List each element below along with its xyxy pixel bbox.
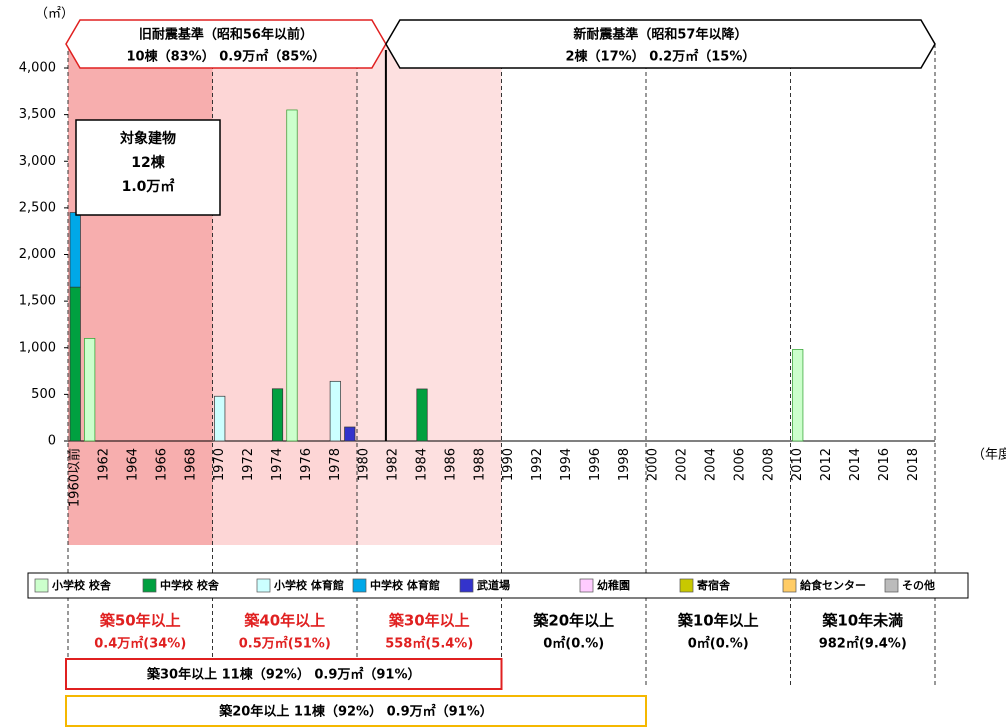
x-tick-label: 1984 — [415, 448, 430, 481]
x-tick-label: 2002 — [675, 448, 690, 481]
bar — [329, 380, 341, 442]
x-tick-label: 2012 — [819, 448, 834, 481]
legend — [27, 572, 969, 599]
x-tick-label: 2018 — [906, 448, 921, 481]
legend-swatch — [884, 578, 899, 593]
x-tick-label: 1962 — [97, 448, 112, 481]
x-tick-label: 1980 — [357, 448, 372, 481]
x-tick-label: 2006 — [732, 448, 747, 481]
summary-text: 築20年以上 11棟（92%） 0.9万㎡（91%） — [218, 704, 493, 720]
y-tick-label: 1,500 — [19, 294, 56, 309]
x-tick-label: 1968 — [183, 448, 198, 481]
age-detail: 0.4万㎡(34%) — [94, 636, 186, 652]
total-text: 対象建物 — [119, 130, 176, 147]
y-tick-label: 2,500 — [19, 200, 56, 215]
legend-label: 中学校 体育館 — [370, 578, 440, 592]
x-tick-label: 1994 — [559, 448, 574, 481]
bar — [69, 286, 81, 442]
era-title: 旧耐震基準（昭和56年以前） — [139, 27, 313, 43]
y-tick-label: 4,000 — [19, 61, 56, 76]
age-label: 築10年以上 — [677, 612, 759, 630]
x-tick-label: 1976 — [299, 448, 314, 481]
x-tick-label: 1974 — [270, 448, 285, 481]
total-box — [75, 119, 221, 216]
bar — [344, 426, 356, 442]
bar — [416, 388, 428, 442]
bar — [271, 388, 284, 442]
y-tick-label: 0 — [48, 434, 56, 449]
y-tick-label: 3,000 — [19, 154, 56, 169]
era-header — [385, 19, 936, 69]
y-tick-label: 500 — [31, 387, 56, 402]
x-tick-label: 1978 — [328, 448, 343, 481]
age-detail: 0㎡(0.%) — [688, 636, 749, 652]
era-title: 新耐震基準（昭和57年以降） — [573, 27, 747, 43]
age-label: 築20年以上 — [532, 612, 614, 630]
total-text: 12棟 — [131, 154, 165, 171]
era-detail: 2棟（17%） 0.2万㎡（15%） — [566, 49, 756, 65]
summary-box — [65, 658, 503, 690]
x-tick-label: 1988 — [472, 448, 487, 481]
legend-swatch — [142, 578, 157, 593]
age-label: 築10年未満 — [821, 612, 903, 630]
x-tick-label: 2014 — [848, 448, 863, 481]
x-tick-label: 2016 — [877, 448, 892, 481]
x-tick-label: 2000 — [646, 448, 661, 481]
age-detail: 558㎡(5.4%) — [385, 636, 473, 652]
x-tick-label: 2004 — [704, 448, 719, 481]
x-tick-label: 1970 — [212, 448, 227, 481]
bar — [286, 109, 298, 442]
x-tick-label: 1992 — [530, 448, 545, 481]
legend-label: 小学校 校舎 — [51, 578, 112, 592]
y-tick-label: 1,000 — [19, 340, 56, 355]
age-label: 築30年以上 — [388, 612, 470, 630]
legend-label: 幼稚園 — [597, 578, 630, 592]
legend-label: 給食センター — [800, 578, 866, 592]
legend-label: 小学校 体育館 — [273, 578, 344, 592]
x-tick-label: 1966 — [154, 448, 169, 481]
legend-swatch — [256, 578, 271, 593]
bar — [792, 349, 804, 442]
age-shade — [212, 44, 357, 545]
legend-swatch — [679, 578, 694, 593]
y-unit: （㎡） — [35, 7, 74, 22]
legend-label: その他 — [902, 578, 935, 592]
x-tick-label: 1982 — [386, 448, 401, 481]
x-tick-label: 2010 — [790, 448, 805, 481]
bar — [69, 212, 81, 288]
bar — [214, 395, 226, 442]
legend-swatch — [34, 578, 49, 593]
age-detail: 982㎡(9.4%) — [819, 636, 907, 652]
total-text: 1.0万㎡ — [122, 178, 175, 195]
x-tick-label: 1964 — [126, 448, 141, 481]
x-unit: （年度） — [972, 447, 1006, 463]
legend-label: 寄宿舎 — [697, 578, 731, 592]
x-tick-label: 1972 — [241, 448, 256, 481]
age-label: 築40年以上 — [243, 612, 325, 630]
summary-box — [65, 695, 647, 727]
age-shade — [357, 44, 502, 545]
age-detail: 0.5万㎡(51%) — [239, 636, 331, 652]
x-tick-label: 1990 — [501, 448, 516, 481]
x-tick-label: 1996 — [588, 448, 603, 481]
age-detail: 0㎡(0.%) — [543, 636, 604, 652]
era-detail: 10棟（83%） 0.9万㎡（85%） — [127, 49, 326, 65]
y-tick-label: 3,500 — [19, 107, 56, 122]
summary-text: 築30年以上 11棟（92%） 0.9万㎡（91%） — [146, 667, 421, 683]
legend-swatch — [352, 578, 367, 593]
legend-swatch — [782, 578, 797, 593]
x-tick-label: 1998 — [617, 448, 632, 481]
legend-swatch — [459, 578, 474, 593]
bar — [84, 338, 96, 442]
age-label: 築50年以上 — [99, 612, 181, 630]
legend-label: 武道場 — [477, 578, 510, 592]
x-tick-label: 1960以前 — [67, 448, 83, 507]
legend-swatch — [579, 578, 594, 593]
y-tick-label: 2,000 — [19, 247, 56, 262]
x-tick-label: 2008 — [761, 448, 776, 481]
x-tick-label: 1986 — [443, 448, 458, 481]
legend-label: 中学校 校舎 — [160, 578, 220, 592]
